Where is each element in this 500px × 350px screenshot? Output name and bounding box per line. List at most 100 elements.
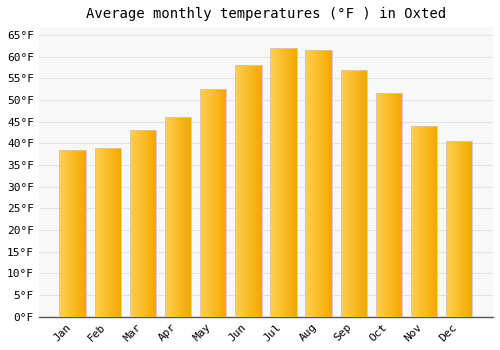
Bar: [235, 65, 262, 317]
Bar: [399, 93, 400, 317]
Bar: [284, 48, 285, 317]
Bar: [274, 48, 275, 317]
Bar: [471, 141, 472, 317]
Bar: [357, 70, 358, 317]
Bar: [60, 150, 86, 317]
Bar: [141, 130, 142, 317]
Bar: [376, 93, 377, 317]
Bar: [306, 50, 307, 317]
Bar: [99, 148, 100, 317]
Bar: [174, 117, 175, 317]
Bar: [165, 117, 166, 317]
Bar: [150, 130, 151, 317]
Bar: [380, 93, 381, 317]
Bar: [251, 65, 252, 317]
Bar: [353, 70, 354, 317]
Bar: [446, 141, 472, 317]
Bar: [108, 148, 109, 317]
Bar: [119, 148, 120, 317]
Bar: [285, 48, 286, 317]
Bar: [107, 148, 108, 317]
Bar: [452, 141, 454, 317]
Bar: [258, 65, 259, 317]
Bar: [210, 89, 211, 317]
Bar: [411, 126, 438, 317]
Bar: [149, 130, 150, 317]
Bar: [180, 117, 182, 317]
Bar: [148, 130, 149, 317]
Bar: [277, 48, 278, 317]
Bar: [61, 150, 62, 317]
Bar: [237, 65, 238, 317]
Bar: [84, 150, 85, 317]
Bar: [94, 148, 96, 317]
Bar: [238, 65, 239, 317]
Bar: [388, 93, 389, 317]
Bar: [81, 150, 82, 317]
Bar: [184, 117, 186, 317]
Bar: [287, 48, 288, 317]
Bar: [470, 141, 471, 317]
Bar: [152, 130, 153, 317]
Bar: [396, 93, 397, 317]
Bar: [171, 117, 172, 317]
Bar: [252, 65, 253, 317]
Bar: [64, 150, 66, 317]
Bar: [74, 150, 76, 317]
Bar: [393, 93, 394, 317]
Bar: [398, 93, 399, 317]
Bar: [105, 148, 106, 317]
Bar: [247, 65, 248, 317]
Bar: [326, 50, 327, 317]
Bar: [356, 70, 357, 317]
Bar: [132, 130, 133, 317]
Bar: [80, 150, 81, 317]
Bar: [106, 148, 107, 317]
Bar: [469, 141, 470, 317]
Bar: [364, 70, 365, 317]
Bar: [414, 126, 415, 317]
Bar: [109, 148, 110, 317]
Bar: [222, 89, 223, 317]
Bar: [111, 148, 112, 317]
Bar: [289, 48, 290, 317]
Bar: [204, 89, 206, 317]
Bar: [155, 130, 156, 317]
Bar: [168, 117, 169, 317]
Bar: [154, 130, 155, 317]
Bar: [382, 93, 383, 317]
Bar: [434, 126, 436, 317]
Bar: [143, 130, 144, 317]
Bar: [240, 65, 241, 317]
Bar: [113, 148, 114, 317]
Bar: [142, 130, 143, 317]
Bar: [250, 65, 251, 317]
Bar: [98, 148, 99, 317]
Bar: [70, 150, 72, 317]
Bar: [97, 148, 98, 317]
Bar: [246, 65, 247, 317]
Bar: [459, 141, 460, 317]
Bar: [428, 126, 430, 317]
Bar: [225, 89, 226, 317]
Bar: [144, 130, 145, 317]
Bar: [169, 117, 170, 317]
Bar: [101, 148, 102, 317]
Bar: [432, 126, 434, 317]
Bar: [344, 70, 345, 317]
Bar: [419, 126, 420, 317]
Bar: [208, 89, 210, 317]
Bar: [417, 126, 418, 317]
Bar: [259, 65, 260, 317]
Bar: [85, 150, 86, 317]
Bar: [173, 117, 174, 317]
Bar: [392, 93, 393, 317]
Bar: [320, 50, 322, 317]
Bar: [318, 50, 320, 317]
Bar: [355, 70, 356, 317]
Bar: [275, 48, 276, 317]
Bar: [418, 126, 419, 317]
Bar: [362, 70, 363, 317]
Bar: [215, 89, 216, 317]
Bar: [290, 48, 291, 317]
